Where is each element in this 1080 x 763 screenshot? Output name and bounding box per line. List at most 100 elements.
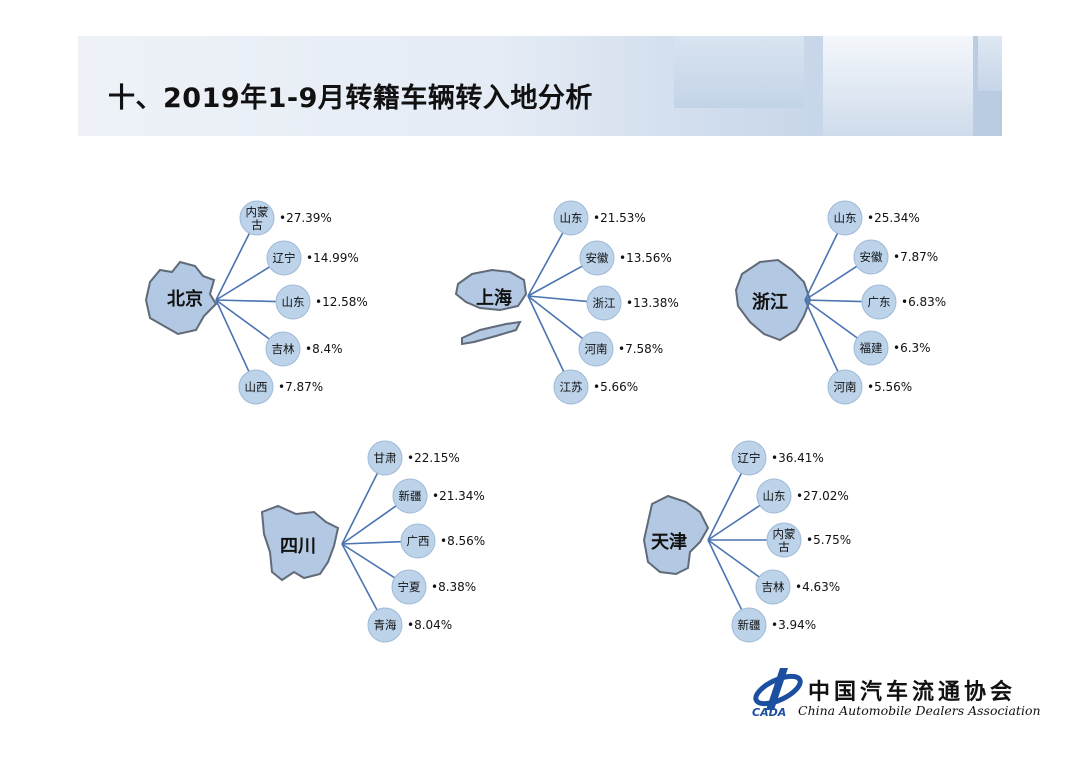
- target-node: [238, 369, 274, 405]
- target-node: [731, 607, 767, 643]
- spoke-line: [341, 543, 378, 611]
- target-node: [392, 478, 428, 514]
- radial-chart-上海: 上海 山东 •21.53% 安徽 •13.56% 浙江 •13.38% 河南 •7.58% 江苏 •…: [454, 200, 679, 405]
- target-node: [579, 240, 615, 276]
- target-label: 青海: [374, 618, 397, 632]
- radial-chart-北京: 北京 内蒙古 •27.39% 辽宁 •14.99% 山东 •12.58% 吉林 •8.4% 山西 •…: [144, 200, 368, 405]
- target-label: 山西: [245, 380, 268, 394]
- title-banner: [78, 36, 1002, 136]
- target-node: [553, 369, 589, 405]
- target-label: 古: [778, 540, 790, 554]
- value-label: •6.3%: [893, 341, 931, 355]
- spoke-line: [215, 266, 270, 301]
- target-node: [755, 569, 791, 605]
- value-label: •7.87%: [893, 250, 938, 264]
- banner-cube-decoration: [978, 36, 1002, 91]
- spoke-line: [804, 299, 858, 339]
- target-node: [756, 478, 792, 514]
- target-label: 河南: [585, 342, 608, 356]
- value-label: •27.39%: [279, 211, 332, 225]
- spoke-line: [527, 295, 588, 303]
- value-label: •21.53%: [593, 211, 646, 225]
- radial-chart-四川: 四川 甘肃 •22.15% 新疆 •21.34% 广西 •8.56% 宁夏 •8.38% 青海 •8…: [260, 440, 485, 643]
- value-label: •8.4%: [305, 342, 343, 356]
- spoke-line: [341, 543, 396, 579]
- target-label: 山东: [282, 295, 305, 309]
- spoke-line: [527, 295, 565, 372]
- cada-logo: [748, 664, 1008, 724]
- logo-abbreviation: CADA: [752, 706, 787, 719]
- spoke-line: [215, 299, 277, 303]
- target-node: [391, 569, 427, 605]
- spoke-line: [804, 299, 863, 303]
- value-label: •21.34%: [432, 489, 485, 503]
- spoke-line: [527, 265, 583, 297]
- spoke-line: [804, 265, 858, 301]
- target-node: [578, 331, 614, 367]
- target-node: [731, 440, 767, 476]
- value-label: •14.99%: [306, 251, 359, 265]
- value-label: •5.66%: [593, 380, 638, 394]
- target-label: 内蒙: [246, 205, 269, 219]
- target-node: [586, 285, 622, 321]
- target-node: [827, 200, 863, 236]
- target-label: 山东: [560, 211, 583, 225]
- target-node: [367, 607, 403, 643]
- hub-label: 上海: [476, 287, 512, 309]
- target-label: 福建: [860, 341, 883, 355]
- value-label: •36.41%: [771, 451, 824, 465]
- spoke-line: [215, 299, 270, 340]
- value-label: •8.38%: [431, 580, 476, 594]
- target-node: [553, 200, 589, 236]
- target-label: 甘肃: [374, 451, 397, 465]
- spoke-line: [804, 299, 839, 372]
- spoke-line: [707, 539, 743, 611]
- target-node: [239, 200, 275, 236]
- value-label: •6.83%: [901, 295, 946, 309]
- hub-label: 四川: [280, 536, 316, 557]
- value-label: •3.94%: [771, 618, 816, 632]
- region-map-icon: [144, 260, 218, 336]
- hub-label: 北京: [167, 288, 203, 310]
- region-map-icon: [260, 504, 340, 582]
- target-node: [853, 239, 889, 275]
- target-label: 宁夏: [398, 580, 421, 594]
- spoke-line: [341, 540, 402, 545]
- value-label: •25.34%: [867, 211, 920, 225]
- spoke-line: [804, 232, 839, 301]
- hub-label: 浙江: [752, 291, 788, 313]
- cada-emblem-icon: [753, 668, 803, 710]
- target-label: 河南: [834, 380, 857, 394]
- value-label: •7.58%: [618, 342, 663, 356]
- target-node: [400, 523, 436, 559]
- region-map-island-icon: [461, 320, 522, 346]
- region-map-icon: [454, 268, 528, 312]
- value-label: •8.56%: [440, 534, 485, 548]
- target-label: 山东: [834, 211, 857, 225]
- target-node: [275, 284, 311, 320]
- target-label: 安徽: [586, 251, 609, 265]
- target-node: [266, 240, 302, 276]
- target-label: 安徽: [860, 250, 883, 264]
- target-label: 吉林: [762, 580, 785, 594]
- target-node: [265, 331, 301, 367]
- radial-chart-天津: 天津 辽宁 •36.41% 山东 •27.02% 内蒙古 •5.75% 吉林 •4.63% 新疆 •…: [642, 440, 851, 643]
- target-label: 古: [251, 218, 263, 232]
- spoke-line: [707, 539, 760, 578]
- spoke-line: [707, 504, 761, 541]
- target-label: 吉林: [272, 342, 295, 356]
- target-label: 浙江: [593, 296, 616, 310]
- spoke-line: [341, 472, 379, 545]
- spoke-line: [527, 295, 584, 340]
- value-label: •5.75%: [806, 533, 851, 547]
- target-label: 广西: [407, 534, 430, 548]
- target-node: [861, 284, 897, 320]
- target-label: 辽宁: [738, 451, 761, 465]
- value-label: •5.56%: [867, 380, 912, 394]
- spoke-line: [215, 299, 250, 372]
- logo-chinese-name: 中国汽车流通协会: [808, 679, 1017, 705]
- value-label: •22.15%: [407, 451, 460, 465]
- target-label: 广东: [868, 295, 891, 309]
- target-label: 新疆: [738, 618, 761, 632]
- target-node: [827, 369, 863, 405]
